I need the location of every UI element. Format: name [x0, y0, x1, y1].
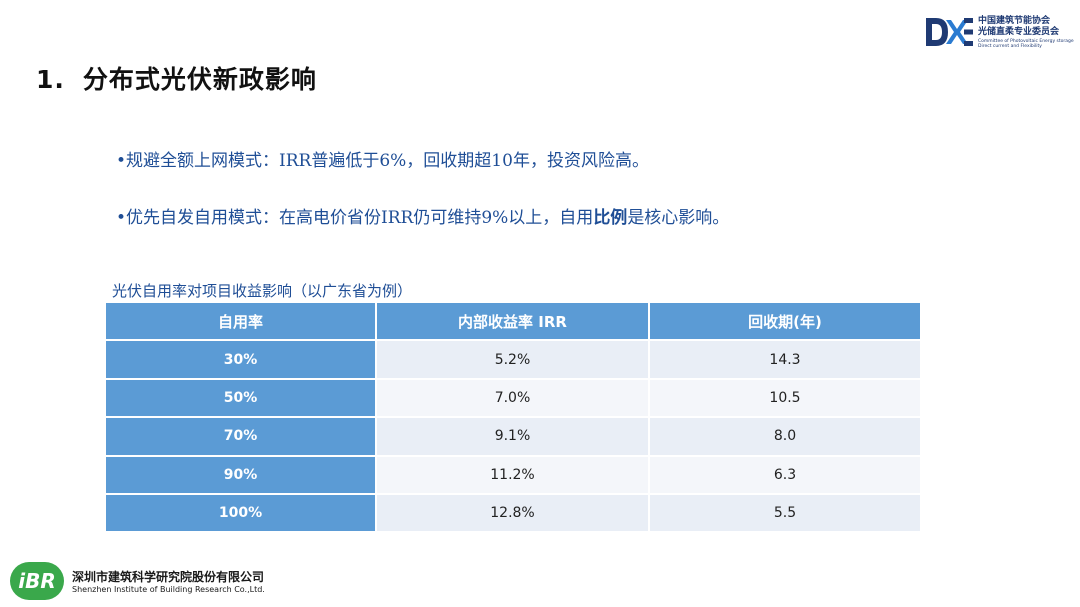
org-name-en: Committee of Photovoltaic Energy storage… — [978, 39, 1074, 49]
ibr-logo-icon: iBR — [10, 562, 64, 600]
table-row: 50% 7.0% 10.5 — [106, 379, 922, 419]
bullet-self-use: •优先自发自用模式：在高电价省份IRR仍可维持9%以上，自用比例是核心影响。 — [116, 203, 729, 233]
bullet-list: •规避全额上网模式：IRR普遍低于6%，回收期超10年，投资风险高。 •优先自发… — [116, 146, 729, 233]
section-title: 分布式光伏新政影响 — [82, 65, 317, 94]
irr-cell: 7.0% — [377, 379, 650, 419]
irr-cell: 11.2% — [377, 456, 650, 495]
org-name-line2: 光储直柔专业委员会 — [978, 27, 1060, 37]
bullet-self-use-pre: •优先自发自用模式：在高电价省份IRR仍可维持9%以上，自用 — [116, 208, 594, 228]
header-irr: 内部收益率 IRR — [377, 303, 650, 342]
header-self-use-rate: 自用率 — [106, 303, 377, 342]
company-name-cn: 深圳市建筑科学研究院股份有限公司 — [72, 570, 265, 584]
org-logo: 中国建筑节能协会 光储直柔专业委员会 Committee of Photovol… — [924, 14, 1074, 54]
dce-logo-icon — [926, 18, 973, 46]
table-caption: 光伏自用率对项目收益影响（以广东省为例） — [112, 282, 413, 300]
bullet-self-use-emphasis: 比例 — [593, 208, 628, 228]
irr-cell: 9.1% — [377, 418, 650, 457]
org-name-line1: 中国建筑节能协会 — [978, 16, 1051, 26]
section-number: 1. — [36, 65, 65, 94]
self-use-rate-cell: 30% — [106, 341, 377, 380]
payback-cell: 5.5 — [650, 494, 922, 534]
self-use-rate-cell: 90% — [106, 456, 377, 495]
table-row: 90% 11.2% 6.3 — [106, 456, 922, 495]
payback-cell: 10.5 — [650, 379, 922, 419]
table-row: 100% 12.8% 5.5 — [106, 494, 922, 534]
self-use-rate-cell: 50% — [106, 379, 377, 419]
self-use-rate-cell: 70% — [106, 418, 377, 457]
table-header-row: 自用率 内部收益率 IRR 回收期(年) — [106, 303, 922, 342]
table-row: 30% 5.2% 14.3 — [106, 341, 922, 380]
irr-cell: 12.8% — [377, 494, 650, 534]
self-use-impact-table: 自用率 内部收益率 IRR 回收期(年) 30% 5.2% 14.3 50% 7… — [106, 303, 922, 534]
page-title: 1. 分布式光伏新政影响 — [36, 60, 317, 96]
bullet-self-use-post: 是核心影响。 — [627, 208, 730, 228]
irr-cell: 5.2% — [377, 341, 650, 380]
payback-cell: 8.0 — [650, 418, 922, 457]
payback-cell: 6.3 — [650, 456, 922, 495]
header-payback: 回收期(年) — [650, 303, 922, 342]
bullet-full-grid: •规避全额上网模式：IRR普遍低于6%，回收期超10年，投资风险高。 — [116, 151, 649, 171]
company-logo: iBR 深圳市建筑科学研究院股份有限公司 Shenzhen Institute … — [10, 562, 280, 602]
company-name-en: Shenzhen Institute of Building Research … — [72, 585, 265, 594]
table-row: 70% 9.1% 8.0 — [106, 418, 922, 457]
payback-cell: 14.3 — [650, 341, 922, 380]
self-use-rate-cell: 100% — [106, 494, 377, 534]
